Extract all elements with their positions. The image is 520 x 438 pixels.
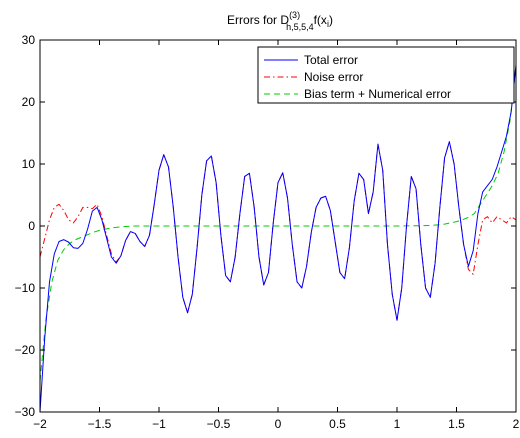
- x-tick-label: 1.5: [448, 417, 465, 431]
- y-tick-label: −30: [15, 405, 36, 419]
- y-tick-label: −10: [15, 281, 36, 295]
- legend: Total error Noise error Bias term + Nume…: [257, 46, 515, 104]
- series-line-total-error: [40, 64, 516, 412]
- legend-label-bias-term: Bias term + Numerical error: [304, 87, 451, 101]
- x-tick-label: −2: [33, 417, 47, 431]
- y-tick-label: 20: [22, 95, 36, 109]
- x-tick-label: −1: [152, 417, 166, 431]
- chart-title-subscript: h,5,5,4: [286, 22, 314, 32]
- y-tick-label: 10: [22, 157, 36, 171]
- x-tick-label: −0.5: [207, 417, 231, 431]
- y-tick-label: 30: [22, 33, 36, 47]
- x-tick-label: 2: [513, 417, 520, 431]
- chart-title: Errors for D(3) h,5,5,4f(xi): [227, 10, 333, 32]
- x-tick-label: −1.5: [88, 417, 112, 431]
- legend-box: [257, 46, 515, 104]
- axis-ticks: −2 −1.5 −1 −0.5 0 0.5 1 1.5 2 −30 −20 −10 0 10 20 30: [15, 33, 520, 431]
- chart-title-suffix: f(x: [314, 13, 327, 27]
- legend-label-noise-error: Noise error: [304, 70, 363, 84]
- legend-label-total-error: Total error: [304, 53, 358, 67]
- x-tick-label: 1: [394, 417, 401, 431]
- chart-title-prefix: Errors for D: [227, 13, 289, 27]
- series-layer: [40, 64, 516, 412]
- chart-title-suffix-end: ): [329, 13, 333, 27]
- y-tick-label: 0: [28, 219, 35, 233]
- x-tick-label: 0.5: [329, 417, 346, 431]
- x-tick-label: 0: [275, 417, 282, 431]
- chart-title-superscript: (3): [289, 10, 300, 20]
- chart-title-suffix-subscript: i: [327, 19, 329, 29]
- y-tick-label: −20: [15, 343, 36, 357]
